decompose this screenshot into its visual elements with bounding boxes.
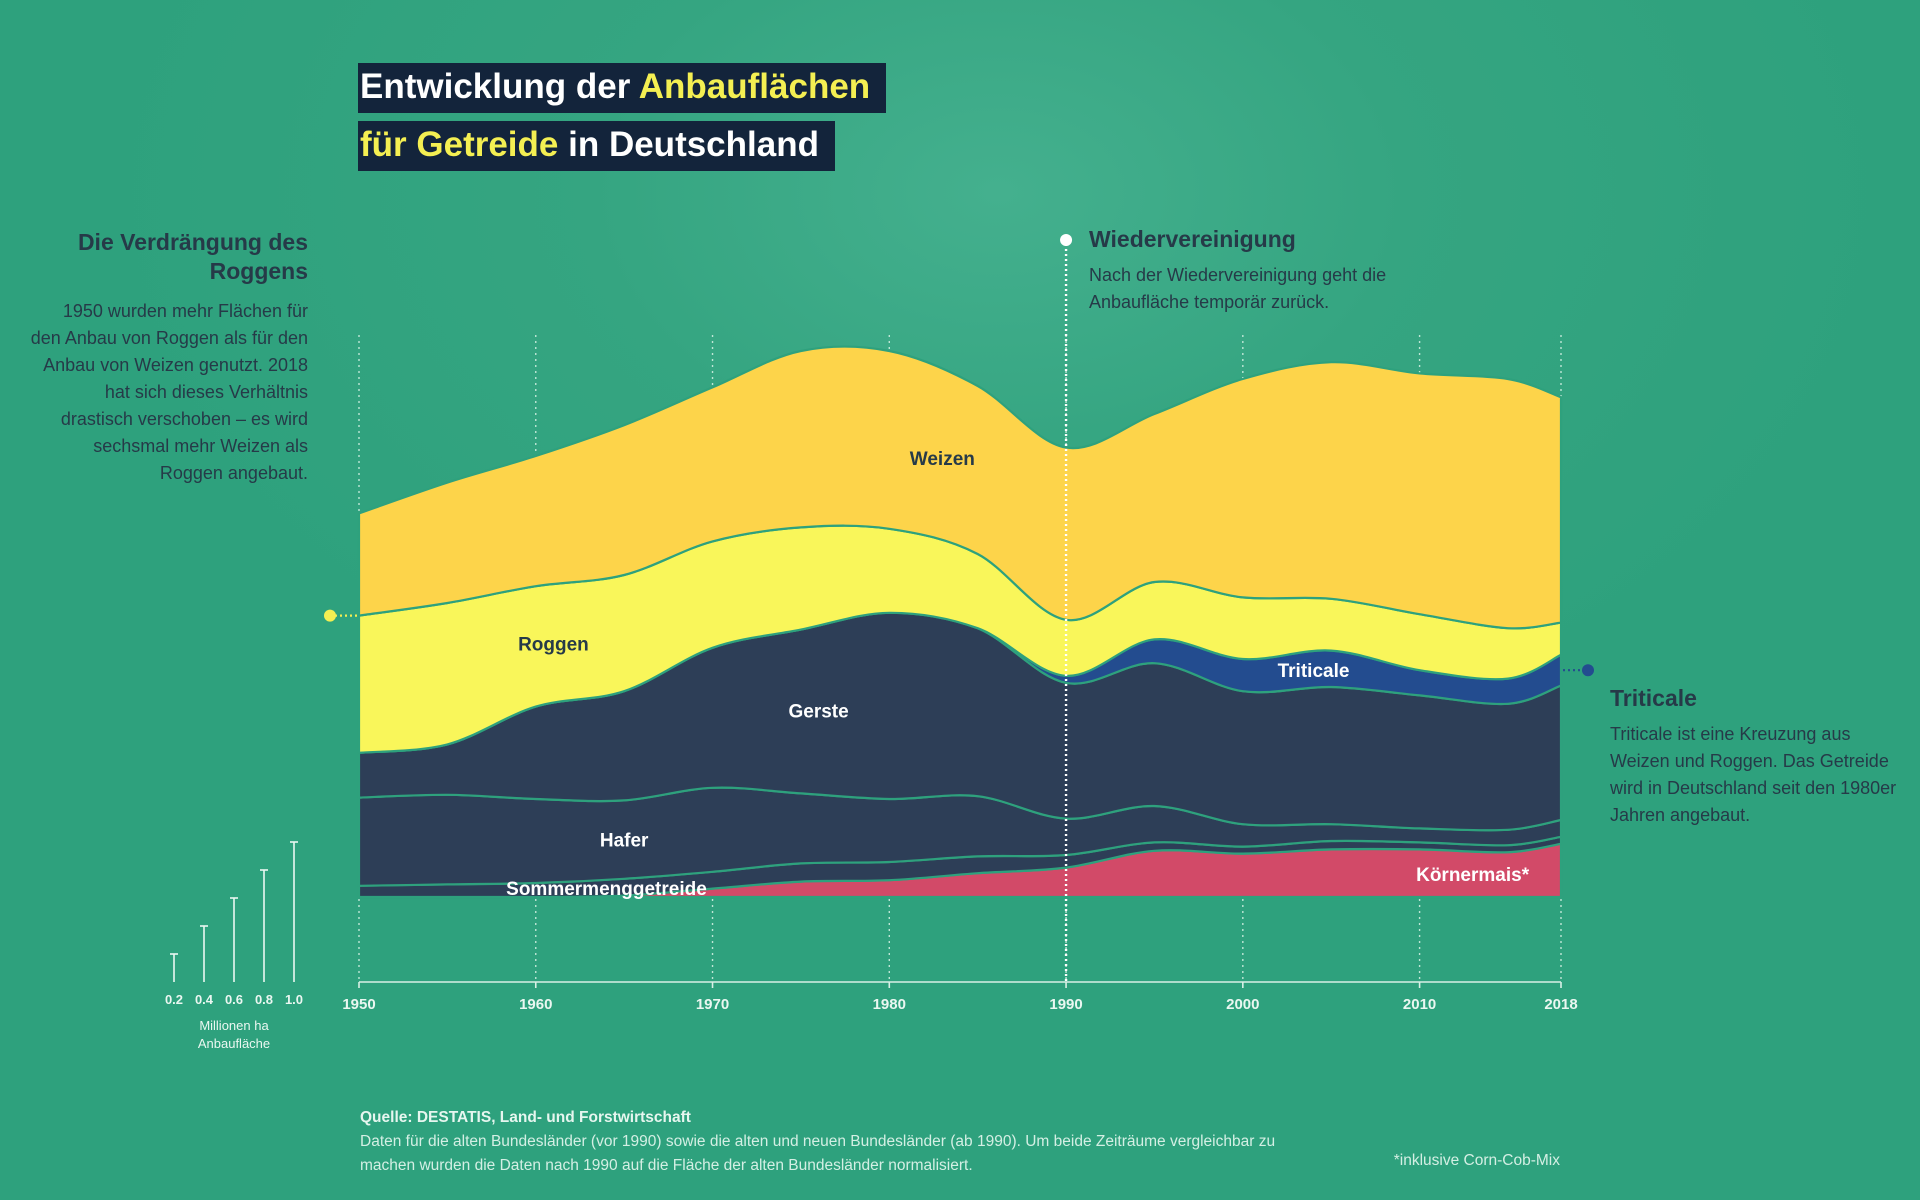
x-tick-label: 1970 [696,996,729,1013]
scale-tick-label: 0.4 [195,992,214,1007]
x-tick-label: 1980 [873,996,906,1013]
title-line-1: Entwicklung der Anbauflächen [358,63,887,113]
label-körnermais: Körnermais* [1416,865,1530,886]
title-prefix: Entwicklung der [360,67,639,106]
label-weizen: Weizen [910,449,975,470]
annotation-roggen-heading: Die Verdrängung des Roggens [77,229,308,284]
source-text: Quelle: DESTATIS, Land- und Forstwirtsch… [360,1109,691,1126]
x-tick-label: 2010 [1403,996,1436,1013]
x-tick-label: 1960 [519,996,552,1013]
label-hafer: Hafer [600,831,649,852]
label-sommermenggetreide: Sommermenggetreide [506,879,707,900]
title-highlight-2: für Getreide [360,125,559,164]
layer-weizen [357,345,1563,630]
stream-layers [357,345,1563,899]
scale-tick-label: 0.6 [225,992,243,1007]
annotation-reunification-heading: Wiedervereinigung [1089,226,1296,252]
annotation-triticale-text: Triticale ist eine Kreuzung aus Weizen u… [1610,724,1897,825]
footnote: *inklusive Corn-Cob-Mix [1393,1152,1560,1169]
annotation-reunification: Wiedervereinigung Nach der Wiedervereini… [1089,224,1449,316]
x-tick-label: 1990 [1049,996,1082,1013]
reunification-dot [1060,234,1073,246]
roggen-pointer-dot [324,609,336,622]
chart-title: Entwicklung der Anbauflächen für Getreid… [358,63,887,171]
scale-caption: Millionen ha Anbaufläche [197,1018,271,1051]
triticale-pointer-dot [1582,664,1594,677]
annotation-triticale-heading: Triticale [1610,685,1697,711]
annotation-reunification-text: Nach der Wiedervereinigung geht die Anba… [1089,265,1387,312]
title-suffix: in Deutschland [558,125,819,164]
scale-tick-label: 0.8 [255,992,273,1007]
x-tick-label: 2000 [1226,996,1259,1013]
annotation-roggen: Die Verdrängung des Roggens 1950 wurden … [30,228,308,487]
x-tick-label: 1950 [342,996,375,1013]
scale-legend: 0.2 0.4 0.6 0.8 1.0 [165,841,303,1007]
series-labels: Weizen Roggen Gerste Triticale Hafer Sommerme… [506,449,1530,900]
label-roggen: Roggen [518,635,589,656]
x-axis: 1950 1960 1970 1980 1990 2000 2010 2018 [342,981,1578,1013]
x-tick-label: 2018 [1544,996,1577,1013]
annotation-roggen-text: 1950 wurden mehr Flächen für den Anbau v… [30,301,308,483]
title-highlight-1: Anbauflächen [638,67,871,106]
scale-tick-label: 0.2 [165,992,183,1007]
title-line-2: für Getreide in Deutschland [358,121,835,171]
label-triticale: Triticale [1278,661,1350,682]
scale-tick-label: 1.0 [285,992,303,1007]
annotation-markers [324,234,1594,982]
label-gerste: Gerste [788,701,848,722]
annotation-triticale: Triticale Triticale ist eine Kreuzung au… [1610,683,1900,829]
footer: Quelle: DESTATIS, Land- und Forstwirtsch… [360,1106,1320,1178]
footer-note: Daten für die alten Bundesländer (vor 19… [360,1133,1276,1174]
